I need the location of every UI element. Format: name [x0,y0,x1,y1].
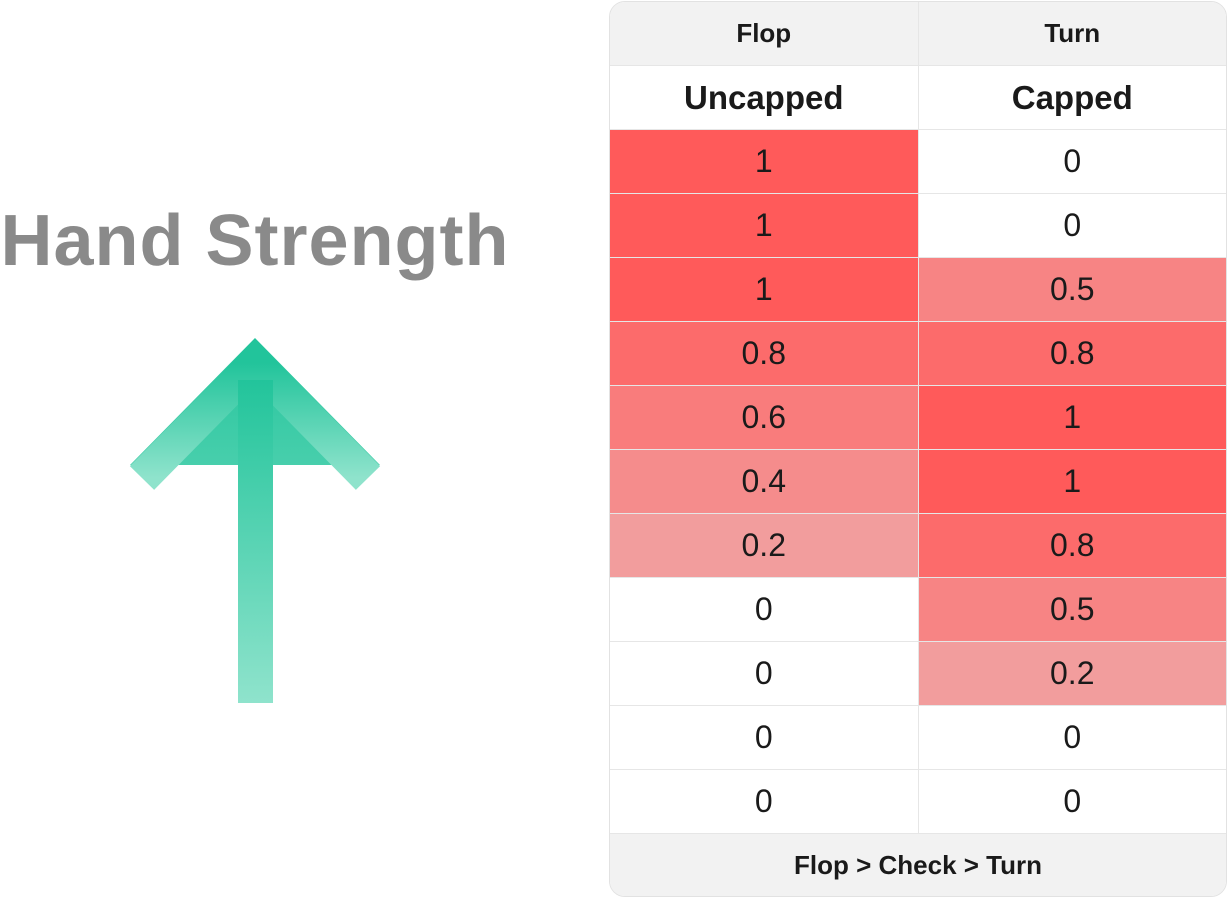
table-row: 0.6 1 [610,386,1226,450]
up-arrow [129,338,381,703]
table-row: 0.2 0.8 [610,514,1226,578]
value-cell: 0.5 [917,578,1226,641]
table-row: 0 0.5 [610,578,1226,642]
value-cell: 0 [610,706,918,769]
value-cell: 0 [917,130,1226,193]
value-cell: 0.2 [610,514,918,577]
value-cell: 0.8 [917,322,1226,385]
subheader-cell: Capped [917,66,1227,129]
table-row: 0 0.2 [610,642,1226,706]
value-cell: 0 [610,642,918,705]
value-cell: 0 [917,770,1226,833]
value-cell: 0.4 [610,450,918,513]
subheader-row: Uncapped Capped [610,66,1226,130]
value-cell: 1 [610,258,918,321]
table-footer: Flop > Check > Turn [610,834,1226,896]
value-cell: 0.6 [610,386,918,449]
header-cell: Flop [736,18,792,48]
value-cell: 1 [917,450,1226,513]
header-row: Flop Turn [610,2,1226,66]
value-cell: 0 [917,706,1226,769]
value-cell: 1 [610,130,918,193]
table-row: 0.4 1 [610,450,1226,514]
table: Flop Turn Uncapped Capped 1 0 1 0 1 0.5 0.8 0.8 0.… [609,1,1227,897]
value-cell: 1 [610,194,918,257]
value-cell: 1 [917,386,1226,449]
header-cell: Turn [917,2,1227,65]
value-cell: 0.2 [917,642,1226,705]
value-cell: 0.5 [917,258,1226,321]
value-cell: 0 [610,770,918,833]
table-row: 1 0.5 [610,258,1226,322]
table-body: 1 0 1 0 1 0.5 0.8 0.8 0.6 1 0.4 1 0.2 0.8 0 0.5 0 0.2 0 0 0 0 [610,130,1226,834]
value-cell: 0 [610,578,918,641]
value-cell: 0 [917,194,1226,257]
value-cell: 0.8 [917,514,1226,577]
hand-strength-label: Hand Strength [0,201,510,281]
table-row: 0.8 0.8 [610,322,1226,386]
value-cell: 0.8 [610,322,918,385]
subheader-cell: Uncapped [683,78,844,116]
